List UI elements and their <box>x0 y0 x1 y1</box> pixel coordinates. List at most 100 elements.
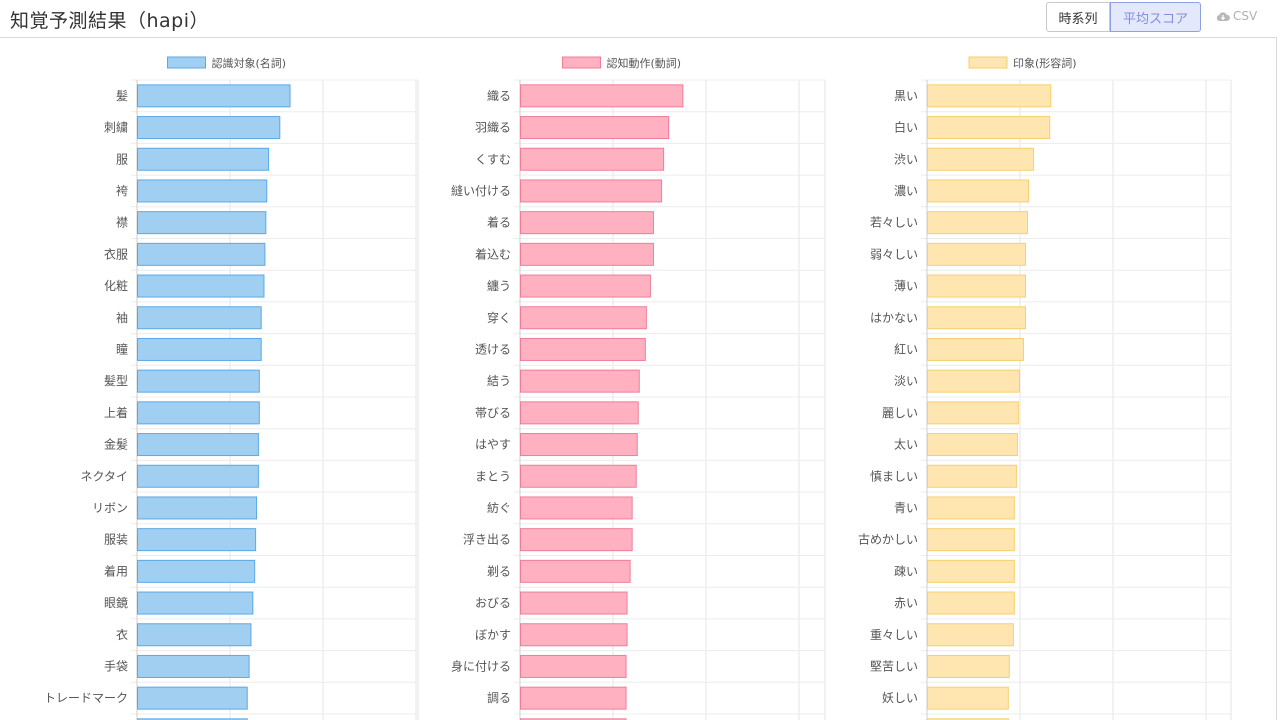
bar <box>520 401 639 425</box>
category-label: 髪 <box>116 89 128 103</box>
category-label: 上着 <box>104 405 128 420</box>
view-toggle-group: 時系列 平均スコア <box>1046 2 1201 32</box>
timeseries-button[interactable]: 時系列 <box>1046 2 1110 32</box>
category-label: 衣 <box>116 627 128 642</box>
category-label: 羽織る <box>475 121 511 135</box>
category-label: 紅い <box>894 342 918 356</box>
chart-area: 認識対象(名詞) 髪刺繍服袴襟衣服 化粧袖瞳髪型 上着 金髪 ネクタイ リボン 服装 着用 眼鏡衣… <box>0 38 1276 720</box>
category-label: 縫い付ける <box>451 183 511 198</box>
category-label: 黒い <box>894 89 918 103</box>
category-label: 襟 <box>116 215 128 230</box>
category-label: 薄い <box>894 278 918 293</box>
legend-1: 認識対象(名詞) <box>167 56 287 70</box>
legend-label: 認識対象(名詞) <box>212 56 287 70</box>
category-label: 髪型 <box>104 374 128 388</box>
category-label: 調る <box>487 691 511 705</box>
category-label: トレードマーク <box>44 691 128 705</box>
average-score-button[interactable]: 平均スコア <box>1110 2 1201 32</box>
bar <box>520 242 654 266</box>
category-label: まとう <box>475 469 511 483</box>
csv-label: CSV <box>1233 9 1258 23</box>
category-label: ネクタイ <box>80 469 128 483</box>
charts-svg: 認識対象(名詞) 髪刺繍服袴襟衣服化粧袖瞳髪型上着金髪ネクタイリボン服装着用眼鏡衣… <box>44 56 1232 720</box>
bar <box>520 464 637 488</box>
bar <box>137 401 260 425</box>
bar-partial <box>137 718 248 720</box>
bar <box>137 306 262 330</box>
bar-partial <box>927 718 1009 720</box>
bar <box>520 496 633 520</box>
header-bar: 知覚予測結果（hapi） 時系列 平均スコア CSV <box>0 0 1277 38</box>
category-label: 袖 <box>116 310 128 325</box>
bar <box>520 528 633 552</box>
bar <box>520 306 647 330</box>
bar <box>137 116 281 140</box>
legend-label: 認知動作(動詞) <box>607 56 682 70</box>
cloud-download-icon <box>1216 11 1230 22</box>
category-label: 帯びる <box>475 406 511 420</box>
category-label: 手袋 <box>104 659 128 673</box>
category-label: 透ける <box>475 342 511 356</box>
bar <box>137 686 248 710</box>
category-label: 穿く <box>487 310 511 325</box>
category-label: 弱々しい <box>870 247 918 261</box>
category-label: 衣服 <box>104 246 128 261</box>
bar <box>927 369 1020 393</box>
bar <box>927 559 1015 583</box>
category-label: 結う <box>487 374 511 388</box>
bar <box>927 528 1015 552</box>
category-label: おびる <box>475 596 511 610</box>
bar <box>927 147 1035 171</box>
bar <box>520 116 670 140</box>
bar <box>137 147 270 171</box>
category-label: はかない <box>870 311 918 325</box>
bar <box>520 369 640 393</box>
bar <box>927 242 1026 266</box>
bar <box>927 623 1014 647</box>
category-label: 纏う <box>487 278 511 293</box>
category-label: 眼鏡 <box>104 595 128 610</box>
category-label: 疎い <box>894 564 918 578</box>
bar <box>137 528 257 552</box>
category-label: 瞳 <box>116 341 128 356</box>
legend-label: 印象(形容詞) <box>1013 56 1077 70</box>
bar <box>520 559 631 583</box>
category-label: 服 <box>116 152 128 166</box>
category-label: 慎ましい <box>870 469 918 483</box>
category-label: 渋い <box>894 152 918 166</box>
legend-swatch <box>167 56 206 69</box>
bar-partial <box>520 718 627 720</box>
legend-2: 認知動作(動詞) <box>562 56 682 70</box>
category-label: 濃い <box>894 184 918 198</box>
chart-panel-2: 認知動作(動詞) 織る羽織るくすむ縫い付ける着る着込む纏う穿く透ける結う帯びるはや… <box>451 56 826 720</box>
category-label: 淡い <box>894 374 918 388</box>
bar <box>927 84 1052 108</box>
bar <box>137 464 259 488</box>
bar <box>137 496 258 520</box>
bar <box>520 591 628 615</box>
bar <box>927 433 1018 457</box>
bar <box>137 211 267 235</box>
bar <box>520 337 646 361</box>
bar <box>927 686 1009 710</box>
bar <box>137 369 260 393</box>
category-label: 太い <box>894 437 918 452</box>
category-label: 若々しい <box>870 216 918 230</box>
bar <box>137 654 250 678</box>
category-label: 堅苦しい <box>870 659 918 673</box>
bar <box>520 211 654 235</box>
csv-download-button[interactable]: CSV <box>1216 9 1257 23</box>
bar <box>927 116 1051 140</box>
category-label: 金髪 <box>104 437 128 452</box>
category-label: 妖しい <box>882 691 918 705</box>
category-label: 着用 <box>104 563 128 578</box>
category-label: 浮き出る <box>463 533 511 547</box>
category-label: 着る <box>487 215 511 230</box>
bar <box>927 496 1015 520</box>
category-label: 白い <box>894 120 918 135</box>
category-label: 重々しい <box>870 628 918 642</box>
bar <box>137 591 254 615</box>
category-label: 織る <box>487 89 511 103</box>
bar <box>927 179 1029 203</box>
category-label: リボン <box>92 501 128 515</box>
